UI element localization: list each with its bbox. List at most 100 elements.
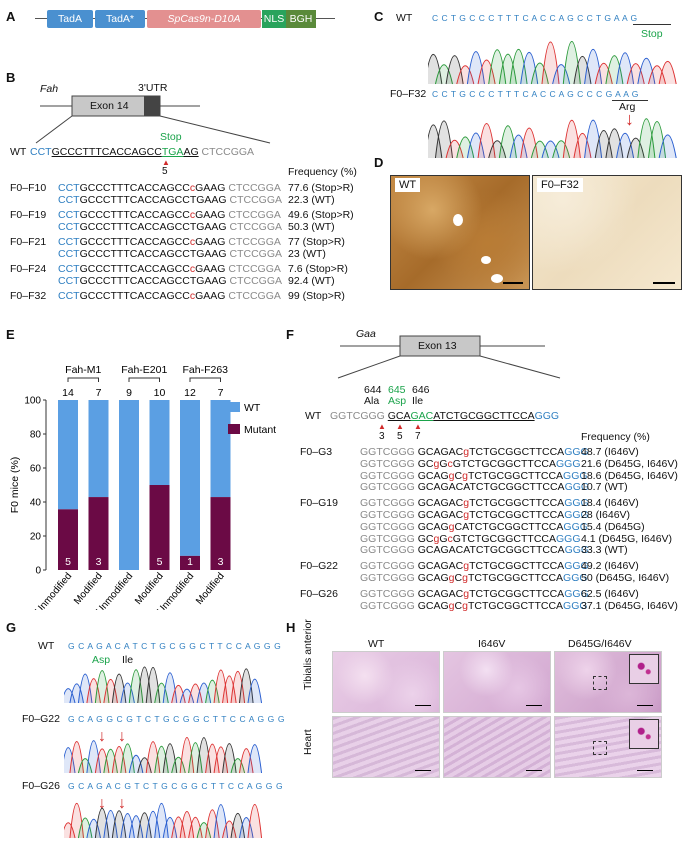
- legend-label: WT: [244, 402, 261, 414]
- chromatogram-peak: [247, 744, 263, 774]
- chromatogram-peak: [498, 53, 517, 85]
- wt-label-c: WT: [396, 12, 413, 24]
- arg-label: Arg: [619, 101, 636, 113]
- edit-sequence: CCTGCCCTTTCACCAGCCcGAAG CTCCGGA: [58, 263, 281, 275]
- gaa-gene-diagram: Gaa Exon 13: [330, 326, 590, 386]
- codon-644: 644: [364, 384, 382, 396]
- wt-label-b: WT: [10, 146, 27, 158]
- frequency-value: 49.2 (I646V): [581, 560, 639, 573]
- col-i646v: I646V: [478, 638, 506, 650]
- row-tibialis: Tibialis anterior: [302, 619, 314, 690]
- edit-sequence: CCTGCCCTTTCACCAGCCTGAAG CTCCGGA: [58, 220, 283, 233]
- frequency-value: 28 (I646V): [581, 509, 631, 521]
- chromatogram-peak: [573, 56, 592, 85]
- f32-chromatogram-seq: C C T G C C C T T T C A C C A G C C C G …: [432, 89, 639, 99]
- y-tick-label: 100: [24, 396, 41, 407]
- f32-label-d: F0–F32: [537, 178, 583, 192]
- edit-sequence: CCTGCCCTTTCACCAGCCcGAAG CTCCGGA: [58, 290, 281, 302]
- frequency-value: 15.4 (D645G): [581, 520, 645, 533]
- frequency-value: 50 (D645G, I646V): [581, 572, 670, 584]
- chromatogram-peak: [103, 810, 118, 839]
- arrow-down-icon: ↓: [98, 795, 106, 812]
- edit-sequence: GGTCGGG GCAGACATCTGCGGCTTCCAGGG: [360, 481, 590, 494]
- g22-label: F0–G22: [22, 713, 60, 725]
- histology-image: [554, 651, 662, 713]
- chromatogram-peak: [128, 669, 144, 704]
- g22-chromatogram-seq: G C A G G C G T C T G C G G C T T C C A …: [68, 714, 286, 724]
- wt-sequence-gaa: GGTCGGG GCAGACATCTGCGGCTTCCAGGG: [330, 410, 560, 422]
- frequency-value: 18.4 (I646V): [581, 497, 639, 510]
- chromatogram-peak: [594, 130, 613, 159]
- arrow-down-icon: ↓: [625, 109, 634, 129]
- inset-region: [593, 741, 607, 755]
- frequency-header-b: Frequency (%): [288, 166, 357, 178]
- wt-sequence-fah: CCTGCCCTTTCACCAGCCTGAAG CTCCGGA: [30, 146, 255, 158]
- chromatogram-peak: [120, 813, 135, 839]
- chromatogram-peak: [188, 742, 203, 774]
- chromatogram-peak: [456, 136, 475, 159]
- sample-label: F0–F32: [10, 290, 47, 302]
- scale-bar: [503, 282, 523, 284]
- segment-bgh: BGH: [286, 10, 316, 28]
- chromatogram-peak: [111, 746, 127, 774]
- panel-label-h: H: [286, 620, 296, 635]
- bar-wt: [88, 400, 109, 498]
- marker-7: 7: [415, 431, 421, 442]
- chromatogram-peak: [230, 813, 246, 839]
- chromatogram-peak: [605, 55, 624, 85]
- chromatogram-peak: [145, 741, 161, 774]
- scale-bar: [637, 769, 653, 771]
- chromatogram-peak: [230, 670, 246, 704]
- panel-label-e: E: [6, 327, 15, 342]
- histology-image: [554, 716, 662, 778]
- chromatogram-peak: [154, 746, 169, 774]
- fah-gene-diagram: Fah Exon 14 3'UTR: [30, 78, 330, 148]
- chromatogram-peak: [213, 746, 229, 774]
- chromatogram-peak: [428, 124, 443, 159]
- segment-tada-star: TadA*: [95, 10, 145, 28]
- edit-sequence: CCTGCCCTTTCACCAGCCcGAAG CTCCGGA: [58, 209, 281, 221]
- edit-sequence: GGTCGGG GCAGgCgTCTGCGGCTTCCAGGG: [360, 599, 588, 612]
- edit-sequence: CCTGCCCTTTCACCAGCCTGAAG CTCCGGA: [58, 193, 283, 206]
- edit-sequence: GGTCGGG GCAGACgTCTGCGGCTTCCAGGG: [360, 509, 589, 521]
- chromatogram-peak: [213, 669, 229, 704]
- chromatogram-peak: [637, 118, 656, 159]
- edit-sequence: GGTCGGG GCAGACgTCTGCGGCTTCCAGGG: [360, 446, 589, 458]
- bar-mutant: [58, 509, 78, 570]
- wt-label-g: WT: [38, 640, 55, 652]
- bar-total-label: 7: [218, 387, 224, 399]
- histology-image: [443, 716, 551, 778]
- chromatogram-peak: [94, 807, 110, 839]
- chromatogram-peak: [247, 678, 263, 704]
- frequency-value: 48.7 (I646V): [581, 446, 639, 458]
- aa-asp: Asp: [388, 395, 407, 407]
- frequency-value: 49.6 (Stop>R): [288, 209, 354, 221]
- scale-bar: [415, 704, 431, 706]
- scale-bar: [526, 704, 542, 706]
- category-label: Modified: [194, 571, 227, 607]
- bar-total-label: 12: [184, 387, 196, 399]
- bar-wt: [58, 400, 78, 510]
- bar-mutant: [210, 497, 231, 570]
- marker-3: 3: [379, 431, 385, 442]
- y-tick-label: 0: [35, 566, 41, 577]
- sample-label: F0–G3: [300, 446, 333, 458]
- group-bracket: [189, 377, 221, 382]
- inset-magnified: [629, 654, 659, 684]
- g26-chromatogram-seq: G C A G A C G T C T G C G G C T T C C A …: [68, 781, 284, 791]
- edit-sequence: CCTGCCCTTTCACCAGCCTGAAG CTCCGGA: [58, 247, 283, 260]
- frequency-value: 99 (Stop>R): [288, 290, 345, 302]
- bar-total-label: 9: [126, 387, 132, 399]
- panel-label-d: D: [374, 155, 384, 170]
- group-bracket: [67, 377, 99, 382]
- chromatogram-peak: [196, 737, 212, 774]
- chromatogram-peak: [64, 822, 76, 839]
- chromatogram-peak: [530, 140, 549, 159]
- frequency-value: 77 (Stop>R): [288, 236, 345, 248]
- chromatogram-peak: [64, 747, 76, 774]
- chromatogram-peak: [552, 140, 571, 159]
- frequency-value: 33.3 (WT): [581, 544, 628, 557]
- exon14-label: Exon 14: [90, 100, 129, 112]
- chromatogram-peak: [86, 678, 101, 704]
- legend-label: Mutant: [244, 424, 276, 436]
